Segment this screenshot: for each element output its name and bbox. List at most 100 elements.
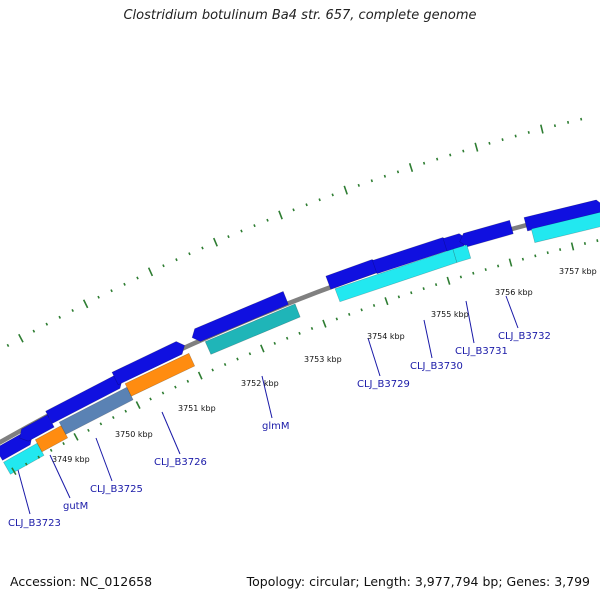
outer-tick (383, 174, 387, 178)
inner-tick (24, 462, 28, 466)
outer-tick (82, 299, 89, 309)
gene-label-gutm[interactable]: gutM (63, 501, 88, 512)
gene-feature-block (3, 442, 45, 475)
inner-tick (285, 336, 289, 340)
outer-tick (188, 252, 191, 256)
outer-tick (58, 315, 62, 319)
label-leader-line (95, 437, 113, 482)
gene-feature-block (124, 352, 196, 397)
kbp-label-3754: 3754 kbp (367, 332, 405, 341)
outer-tick (6, 343, 10, 347)
inner-tick (186, 379, 190, 383)
gene-feature-block (45, 375, 123, 424)
gene-label-clj-b3731[interactable]: CLJ_B3731 (455, 346, 508, 357)
inner-tick (583, 242, 587, 245)
inner-tick (298, 331, 301, 335)
outer-tick (553, 124, 557, 128)
outer-tick (201, 246, 204, 250)
gene-label-clj-b3723[interactable]: CLJ_B3723 (8, 518, 61, 529)
outer-tick (449, 153, 452, 157)
inner-tick-ring (11, 239, 599, 476)
gene-label-clj-b3732[interactable]: CLJ_B3732 (498, 331, 551, 342)
inner-tick (397, 295, 401, 299)
label-leader-line (465, 300, 475, 344)
inner-tick (161, 391, 165, 395)
outer-tick (162, 264, 165, 268)
kbp-label-3751: 3751 kbp (178, 404, 216, 413)
inner-tick (112, 415, 115, 420)
inner-tick (459, 275, 463, 279)
outer-tick (580, 117, 583, 121)
outer-tick (123, 282, 126, 286)
gene-feature-block (204, 303, 301, 355)
genome-summary-text: Topology: circular; Length: 3,977,794 bp… (246, 574, 590, 589)
outer-tick (370, 179, 374, 183)
inner-tick (135, 401, 141, 409)
kbp-label-3749: 3749 kbp (52, 455, 90, 464)
inner-tick (446, 276, 451, 285)
inner-tick (248, 352, 252, 356)
inner-tick (149, 397, 152, 401)
outer-tick (212, 237, 218, 247)
gene-label-glmm[interactable]: glmM (262, 421, 290, 432)
gene-feature-block (452, 244, 472, 263)
inner-tick (596, 239, 599, 243)
outer-tick (527, 131, 530, 134)
gene-label-clj-b3726[interactable]: CLJ_B3726 (154, 457, 207, 468)
outer-tick (18, 333, 24, 343)
inner-tick (546, 251, 549, 255)
label-leader-line (367, 337, 381, 377)
inner-tick (484, 268, 487, 272)
inner-tick (197, 371, 203, 380)
inner-tick (223, 362, 227, 366)
inner-tick (348, 312, 351, 316)
outer-tick (253, 224, 256, 228)
gene-feature-block (191, 291, 289, 342)
outer-tick (396, 170, 400, 174)
kbp-label-3752: 3752 kbp (241, 379, 279, 388)
label-leader-line (49, 454, 71, 499)
outer-tick (110, 289, 113, 293)
outer-tick (501, 138, 504, 142)
outer-tick (147, 267, 154, 277)
outer-tick (292, 208, 295, 212)
kbp-label-3753: 3753 kbp (304, 355, 342, 364)
inner-tick (372, 303, 376, 307)
label-leader-line (161, 411, 181, 455)
inner-tick (174, 385, 177, 389)
inner-tick (360, 308, 363, 312)
kbp-label-3755: 3755 kbp (431, 310, 469, 319)
accession-text: Accession: NC_012658 (10, 574, 153, 589)
kbp-label-3750: 3750 kbp (115, 430, 153, 439)
inner-tick (62, 442, 65, 446)
kbp-label-3757: 3757 kbp (559, 267, 597, 276)
outer-tick (540, 124, 544, 134)
inner-tick (87, 428, 90, 432)
label-leader-line (505, 295, 519, 329)
inner-tick (335, 317, 339, 321)
outer-tick (240, 229, 243, 233)
outer-tick (136, 276, 139, 280)
outer-tick (343, 185, 348, 195)
inner-tick (11, 467, 17, 476)
inner-tick (260, 344, 265, 353)
kbp-label-3756: 3756 kbp (495, 288, 533, 297)
gene-label-clj-b3725[interactable]: CLJ_B3725 (90, 484, 143, 495)
inner-tick (434, 283, 438, 287)
gene-label-clj-b3730[interactable]: CLJ_B3730 (410, 361, 463, 372)
outer-tick (514, 134, 517, 138)
inner-tick (472, 271, 475, 275)
label-leader-line (261, 375, 273, 419)
inner-tick (273, 341, 276, 345)
outer-tick (97, 295, 100, 299)
outer-tick (227, 235, 230, 239)
outer-tick (45, 322, 49, 326)
inner-tick (310, 326, 314, 330)
outer-tick (331, 193, 334, 197)
inner-tick (322, 319, 327, 328)
outer-tick (71, 308, 74, 313)
inner-tick (410, 291, 413, 295)
inner-tick (124, 409, 128, 413)
gene-label-clj-b3729[interactable]: CLJ_B3729 (357, 379, 410, 390)
